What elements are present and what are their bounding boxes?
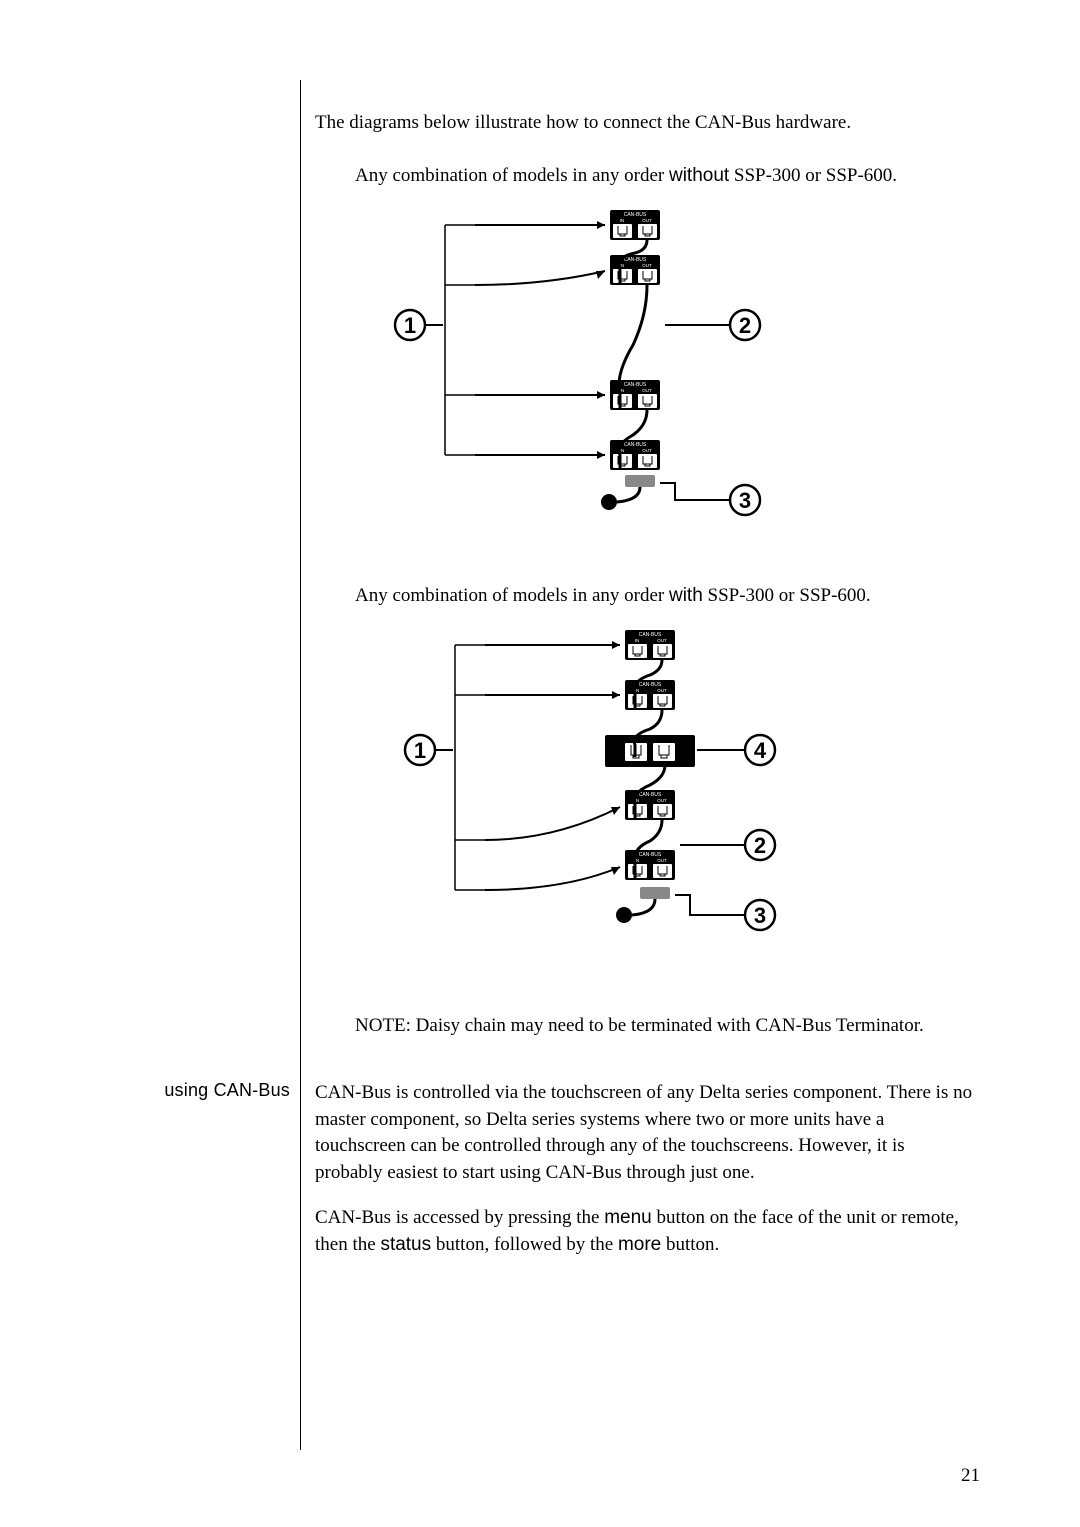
diagram-1: CAN-BUS IN OUT	[315, 195, 815, 545]
para2-more: more	[618, 1234, 661, 1255]
para2-menu: menu	[604, 1207, 652, 1228]
caption2-post: SSP-300 or SSP-600.	[703, 585, 871, 606]
note-text: NOTE: Daisy chain may need to be termina…	[355, 1015, 995, 1037]
para2-a: CAN-Bus is accessed by pressing the	[315, 1207, 604, 1228]
intro-text: The diagrams below illustrate how to con…	[315, 110, 975, 137]
diagram-2: 1 4 2 3	[315, 615, 815, 985]
sidebar-using-canbus: using CAN-Bus	[80, 1080, 290, 1101]
caption-2: Any combination of models in any order w…	[355, 585, 995, 607]
svg-text:2: 2	[754, 833, 766, 858]
svg-text:3: 3	[739, 488, 751, 513]
caption1-pre: Any combination of models in any order	[355, 165, 669, 186]
margin-rule	[300, 80, 301, 1450]
svg-text:2: 2	[739, 313, 751, 338]
para2-status: status	[380, 1234, 431, 1255]
caption2-bold: with	[669, 585, 703, 606]
svg-text:3: 3	[754, 903, 766, 928]
svg-text:1: 1	[414, 738, 426, 763]
caption1-bold: without	[669, 165, 729, 186]
para2-c: button, followed by the	[431, 1234, 618, 1255]
caption1-post: SSP-300 or SSP-600.	[729, 165, 897, 186]
svg-text:4: 4	[754, 738, 767, 763]
para-2: CAN-Bus is accessed by pressing the menu…	[315, 1205, 975, 1258]
svg-text:1: 1	[404, 313, 416, 338]
caption2-pre: Any combination of models in any order	[355, 585, 669, 606]
para-1: CAN-Bus is controlled via the touchscree…	[315, 1080, 975, 1186]
caption-1: Any combination of models in any order w…	[355, 165, 995, 187]
para2-d: button.	[661, 1234, 719, 1255]
page-number: 21	[961, 1465, 980, 1487]
